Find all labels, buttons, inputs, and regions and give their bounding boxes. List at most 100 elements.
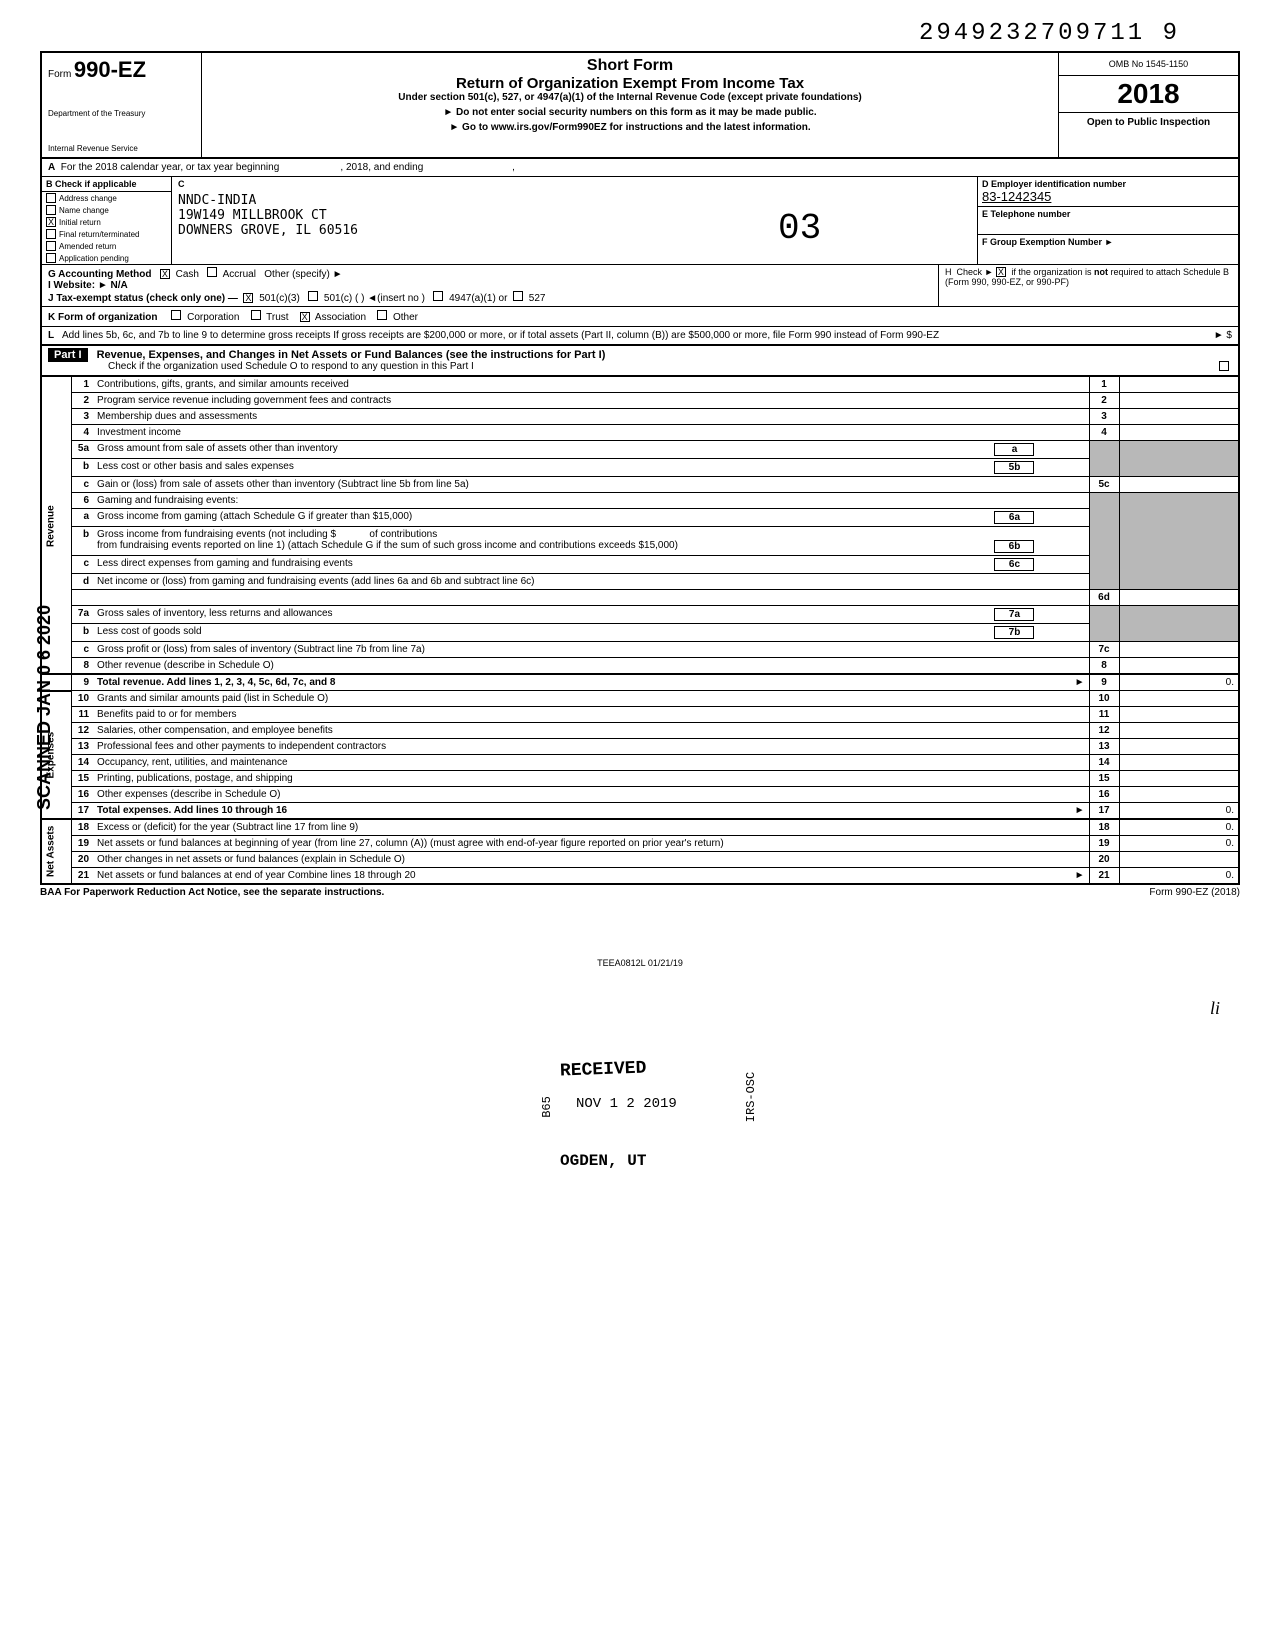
row-a: A For the 2018 calendar year, or tax yea… — [40, 159, 1240, 177]
checkbox-icon[interactable] — [46, 229, 56, 239]
amt-label: 16 — [1089, 787, 1119, 803]
line-desc: Less direct expenses from gaming and fun… — [93, 556, 1089, 574]
table-row: cGross profit or (loss) from sales of in… — [41, 642, 1239, 658]
amt-val — [1119, 723, 1239, 739]
table-row: 11Benefits paid to or for members11 — [41, 707, 1239, 723]
table-row: bLess cost or other basis and sales expe… — [41, 459, 1239, 477]
k-corp: Corporation — [187, 312, 239, 323]
line-desc: Gross income from fundraising events (no… — [93, 527, 1089, 556]
checkbox-icon[interactable]: X — [46, 217, 56, 227]
line-text: Total revenue. Add lines 1, 2, 3, 4, 5c,… — [97, 677, 335, 688]
amt-label: 3 — [1089, 409, 1119, 425]
checkbox-icon[interactable]: X — [243, 293, 253, 303]
amt-val — [1119, 707, 1239, 723]
table-row: 14Occupancy, rent, utilities, and mainte… — [41, 755, 1239, 771]
amt-label: 17 — [1089, 803, 1119, 820]
table-row: bGross income from fundraising events (n… — [41, 527, 1239, 556]
opt-application-pending: Application pending — [42, 252, 171, 264]
row-k: K Form of organization Corporation Trust… — [40, 307, 1240, 327]
grey-block — [1089, 441, 1119, 477]
short-form-title: Short Form — [212, 57, 1048, 75]
checkbox-icon[interactable] — [46, 241, 56, 251]
checkbox-icon[interactable] — [171, 310, 181, 320]
inner-label: 6a — [994, 511, 1034, 524]
checkbox-icon[interactable] — [207, 267, 217, 277]
table-row: 9Total revenue. Add lines 1, 2, 3, 4, 5c… — [41, 674, 1239, 691]
checkbox-icon[interactable] — [1219, 361, 1229, 371]
table-row: 8Other revenue (describe in Schedule O)8 — [41, 658, 1239, 675]
line-desc: Printing, publications, postage, and shi… — [93, 771, 1089, 787]
opt-label: Application pending — [59, 254, 129, 263]
checkbox-icon[interactable] — [46, 253, 56, 263]
inner-label: 7a — [994, 608, 1034, 621]
table-row: dNet income or (loss) from gaming and fu… — [41, 574, 1239, 590]
j-501c3: 501(c)(3) — [259, 293, 300, 304]
header-left: Form 990-EZ Department of the Treasury I… — [42, 53, 202, 157]
line-text: from fundraising events reported on line… — [97, 540, 678, 551]
amt-label: 11 — [1089, 707, 1119, 723]
checkbox-icon[interactable]: X — [160, 269, 170, 279]
amt-label: 2 — [1089, 393, 1119, 409]
line-text: Total expenses. Add lines 10 through 16 — [97, 805, 287, 816]
checkbox-icon[interactable] — [46, 205, 56, 215]
inner-label: 5b — [994, 461, 1034, 474]
checkbox-icon[interactable]: X — [300, 312, 310, 322]
table-row: bLess cost of goods sold7b — [41, 624, 1239, 642]
inner-label: 6b — [994, 540, 1034, 553]
checkbox-icon[interactable] — [377, 310, 387, 320]
amt-label: 13 — [1089, 739, 1119, 755]
line-text: Net assets or fund balances at end of ye… — [97, 870, 416, 881]
col-def: D Employer identification number83-12423… — [978, 177, 1238, 264]
part1-tag: Part I — [48, 348, 88, 362]
tax-year: 2018 — [1059, 76, 1238, 113]
line-desc: Total expenses. Add lines 10 through 16► — [93, 803, 1089, 820]
f-label-text: F Group Exemption Number ► — [982, 237, 1113, 247]
f-label: F Group Exemption Number ► — [978, 235, 1238, 261]
g-cash: Cash — [176, 269, 199, 280]
line-desc: Net assets or fund balances at end of ye… — [93, 868, 1089, 885]
top-barcode-number: 2949232709711 9 — [40, 20, 1240, 47]
opt-initial-return: XInitial return — [42, 216, 171, 228]
opt-address-change: Address change — [42, 192, 171, 204]
checkbox-icon[interactable] — [251, 310, 261, 320]
checkbox-icon[interactable] — [46, 193, 56, 203]
line-text: Gross income from fundraising events (no… — [97, 529, 336, 540]
amt-val — [1119, 642, 1239, 658]
return-title: Return of Organization Exempt From Incom… — [212, 75, 1048, 92]
part1-sub-text: Check if the organization used Schedule … — [108, 361, 474, 372]
grey-block — [1119, 493, 1239, 590]
part1-title: Revenue, Expenses, and Changes in Net As… — [97, 349, 606, 361]
checkbox-icon[interactable] — [433, 291, 443, 301]
row-j: J Tax-exempt status (check only one) — X… — [48, 291, 932, 304]
line-text: Gross income from gaming (attach Schedul… — [97, 511, 412, 522]
checkbox-icon[interactable] — [308, 291, 318, 301]
line-desc: Occupancy, rent, utilities, and maintena… — [93, 755, 1089, 771]
line-text: of contributions — [369, 529, 437, 540]
line-desc: Gross amount from sale of assets other t… — [93, 441, 1089, 459]
amt-label: 10 — [1089, 691, 1119, 707]
row-a-mid: , 2018, and ending — [340, 162, 423, 173]
omb-number: OMB No 1545-1150 — [1059, 53, 1238, 76]
line-desc: Membership dues and assessments — [93, 409, 1089, 425]
form-number: 990-EZ — [74, 57, 146, 82]
checkbox-icon[interactable] — [513, 291, 523, 301]
table-row: 20Other changes in net assets or fund ba… — [41, 852, 1239, 868]
row-gij-left: G Accounting Method X Cash Accrual Other… — [42, 265, 938, 306]
side-revenue: Revenue — [41, 377, 71, 674]
l-label: L — [48, 330, 62, 341]
table-row: Net Assets 18Excess or (deficit) for the… — [41, 819, 1239, 836]
e-label: E Telephone number — [978, 207, 1238, 235]
table-row: 15Printing, publications, postage, and s… — [41, 771, 1239, 787]
grey-block — [1089, 493, 1119, 590]
checkbox-icon[interactable]: X — [996, 267, 1006, 277]
row-gij-h: G Accounting Method X Cash Accrual Other… — [40, 265, 1240, 307]
org-addr2: DOWNERS GROVE, IL 60516 — [178, 223, 971, 238]
amt-val — [1119, 771, 1239, 787]
line-desc: Net income or (loss) from gaming and fun… — [93, 574, 1089, 590]
table-row: 2Program service revenue including gover… — [41, 393, 1239, 409]
amt-val — [1119, 590, 1239, 606]
amt-val — [1119, 425, 1239, 441]
opt-label: Name change — [59, 206, 109, 215]
line-desc: Salaries, other compensation, and employ… — [93, 723, 1089, 739]
opt-name-change: Name change — [42, 204, 171, 216]
